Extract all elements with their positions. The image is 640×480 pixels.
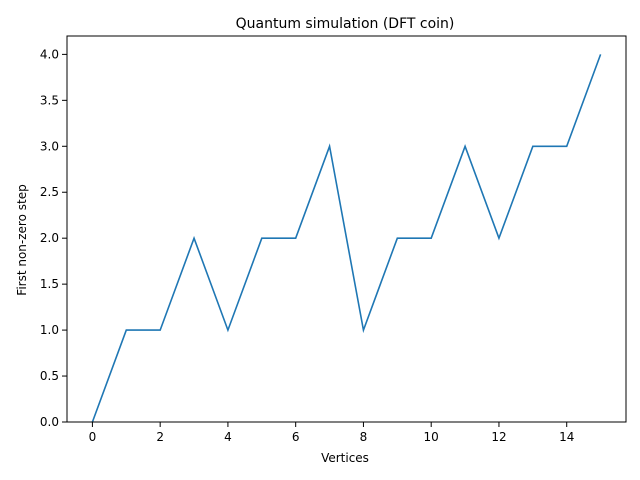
- y-axis: 0.0 0.5 1.0 1.5 2.0 2.5 3.0 3.5 4.0: [40, 47, 67, 429]
- x-tick-label: 4: [224, 430, 232, 444]
- plot-frame: [66, 35, 627, 423]
- series-line: [91, 54, 602, 423]
- chart-title: Quantum simulation (DFT coin): [236, 16, 455, 32]
- x-tick-label: 2: [156, 430, 164, 444]
- x-tick-label: 0: [89, 430, 97, 444]
- x-tick-label: 10: [424, 430, 439, 444]
- y-tick-label: 2.0: [40, 231, 59, 245]
- series-layer: [91, 54, 602, 423]
- y-tick-label: 4.0: [40, 47, 59, 61]
- x-axis-title: Vertices: [321, 451, 369, 465]
- x-tick-label: 6: [292, 430, 300, 444]
- x-tick-label: 12: [491, 430, 506, 444]
- x-tick-label: 14: [559, 430, 574, 444]
- y-tick-label: 3.0: [40, 139, 59, 153]
- y-tick-label: 0.0: [40, 415, 59, 429]
- x-axis: 0 2 4 6 8 10 12 14: [89, 422, 574, 444]
- plot-area: 0 2 4 6 8 10 12 14 0.0 0.5 1.0 1.5 2.0 2.5 3.0 3.5 4.0: [40, 35, 627, 444]
- y-tick-label: 0.5: [40, 369, 59, 383]
- y-tick-label: 1.0: [40, 323, 59, 337]
- y-axis-title: First non-zero step: [15, 184, 29, 295]
- x-tick-label: 8: [360, 430, 368, 444]
- plot-background: [67, 36, 626, 422]
- y-tick-label: 1.5: [40, 277, 59, 291]
- y-tick-label: 2.5: [40, 185, 59, 199]
- y-tick-label: 3.5: [40, 93, 59, 107]
